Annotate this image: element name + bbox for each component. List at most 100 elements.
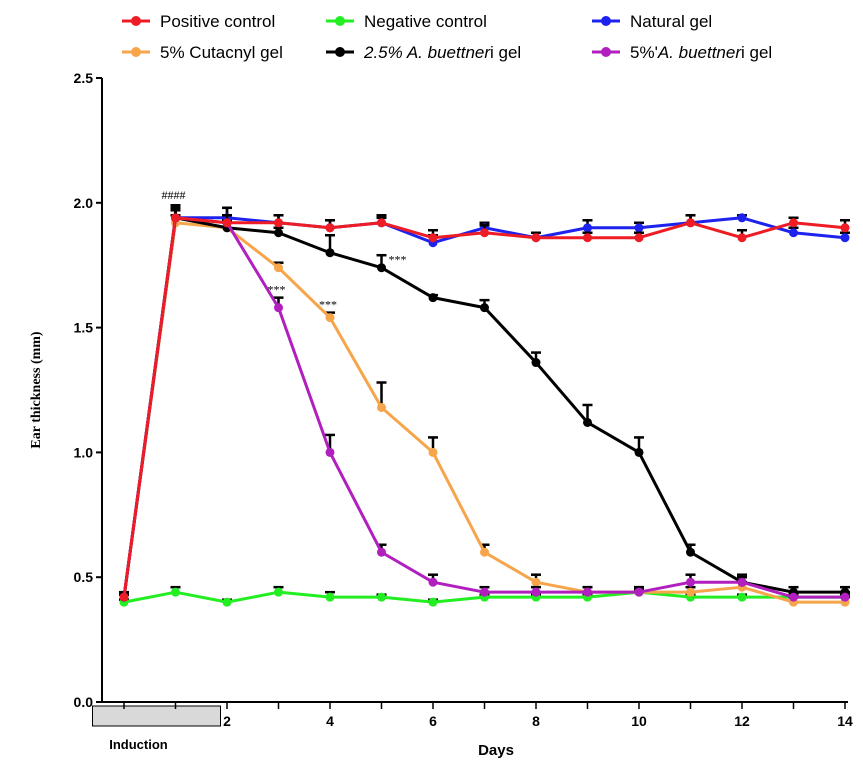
- y-axis-title: Ear thickness (mm): [29, 331, 44, 449]
- data-point: [686, 587, 695, 597]
- data-point: [583, 417, 592, 427]
- data-point: [428, 447, 438, 457]
- x-tick-label: 8: [532, 713, 540, 729]
- data-point: [531, 577, 541, 587]
- significance-annotation: ***: [389, 253, 407, 267]
- data-point: [377, 402, 386, 412]
- data-point: [274, 228, 283, 238]
- y-tick-label: 2.5: [74, 70, 94, 86]
- x-axis-title: Days: [478, 742, 514, 759]
- data-point: [325, 223, 335, 233]
- legend-item-natural-gel: Natural gel: [592, 12, 712, 31]
- data-point: [840, 223, 850, 233]
- data-point: [737, 592, 747, 602]
- data-point: [583, 587, 592, 597]
- legend-swatch-marker: [335, 16, 345, 26]
- x-tick-label: 14: [837, 713, 853, 729]
- series-line: [122, 216, 846, 598]
- data-point: [325, 248, 335, 258]
- data-point: [789, 592, 798, 602]
- series-positive-control: [119, 204, 850, 602]
- legend-swatch-marker: [601, 16, 611, 26]
- series-2-5-a-buettneri-gel: [119, 204, 850, 602]
- data-point: [480, 228, 489, 238]
- y-tick-label: 2.0: [74, 195, 94, 211]
- data-point: [634, 447, 644, 457]
- data-point: [325, 592, 335, 602]
- axes: Induction 0.0 0.5 1.0 1.5 2.0 2.5 2 4 6 8 10 12 14: [74, 70, 853, 752]
- data-point: [583, 223, 592, 233]
- x-tick-label: 10: [631, 713, 647, 729]
- data-point: [480, 587, 489, 597]
- y-tick-label: 1.0: [74, 444, 94, 460]
- data-point: [737, 233, 747, 243]
- data-point: [789, 228, 798, 238]
- data-point: [171, 587, 180, 597]
- data-point: [377, 218, 386, 228]
- x-tick-label: 12: [734, 713, 750, 729]
- legend-item-positive-control: Positive control: [122, 12, 275, 31]
- data-point: [531, 358, 541, 368]
- data-point: [531, 233, 541, 243]
- data-point: [325, 447, 335, 457]
- legend-swatch-marker: [131, 16, 141, 26]
- legend-swatch-marker: [335, 47, 345, 57]
- legend-item-2-5-a-buettneri-gel: 2.5% A. buettneri gel: [326, 43, 521, 62]
- data-point: [583, 233, 592, 243]
- data-point: [274, 218, 283, 228]
- series-line: [122, 216, 845, 598]
- legend-label: 5% Cutacnyl gel: [160, 43, 283, 62]
- series-5-cutacnyl-gel: [119, 214, 850, 607]
- data-point: [840, 233, 850, 243]
- series-line: [122, 216, 845, 599]
- series-5-a-buettneri-gel: [119, 209, 850, 602]
- data-point: [274, 587, 283, 597]
- data-point: [274, 303, 283, 313]
- data-point: [737, 577, 747, 587]
- significance-annotation: ***: [268, 283, 286, 297]
- legend-label: Positive control: [160, 12, 275, 31]
- data-point: [840, 592, 850, 602]
- induction-bar: [92, 705, 221, 727]
- data-point: [171, 213, 180, 223]
- legend-item-5-a-buettneri-gel: 5%'A. buettneri gel: [592, 43, 772, 62]
- induction-label: Induction: [109, 737, 168, 752]
- legend-item-5-cutacnyl-gel: 5% Cutacnyl gel: [122, 43, 283, 62]
- significance-annotation: ####: [162, 188, 186, 202]
- x-tick-label: 6: [429, 713, 437, 729]
- data-point: [428, 233, 438, 243]
- data-point: [377, 263, 386, 273]
- data-point: [428, 577, 438, 587]
- data-point: [480, 547, 489, 557]
- legend-swatch-marker: [601, 47, 611, 57]
- data-point: [531, 587, 541, 597]
- data-point: [737, 213, 747, 223]
- data-point: [377, 547, 386, 557]
- data-point: [686, 547, 695, 557]
- series-natural-gel: [119, 206, 850, 602]
- legend-item-negative-control: Negative control: [326, 12, 487, 31]
- data-point: [428, 597, 438, 607]
- data-point: [789, 218, 798, 228]
- data-point: [119, 592, 129, 602]
- legend-label: 2.5% A. buettneri gel: [363, 43, 521, 62]
- legend-label: 5%'A. buettneri gel: [630, 43, 772, 62]
- data-point: [686, 577, 695, 587]
- y-tick-label: 0.5: [74, 569, 94, 585]
- data-point: [480, 303, 489, 313]
- legend-swatch-marker: [131, 47, 141, 57]
- data-point: [325, 313, 335, 323]
- x-tick-label: 4: [326, 713, 334, 729]
- y-tick-label: 0.0: [74, 694, 94, 710]
- data-point: [377, 592, 386, 602]
- series-line: [122, 216, 846, 598]
- data-point: [428, 293, 438, 303]
- plot-lines: #### *** *** ***: [119, 188, 850, 607]
- significance-annotation: ***: [319, 298, 337, 312]
- data-point: [686, 218, 695, 228]
- legend-label: Negative control: [364, 12, 487, 31]
- data-point: [634, 233, 644, 243]
- data-point: [634, 587, 644, 597]
- legend-label: Natural gel: [630, 12, 712, 31]
